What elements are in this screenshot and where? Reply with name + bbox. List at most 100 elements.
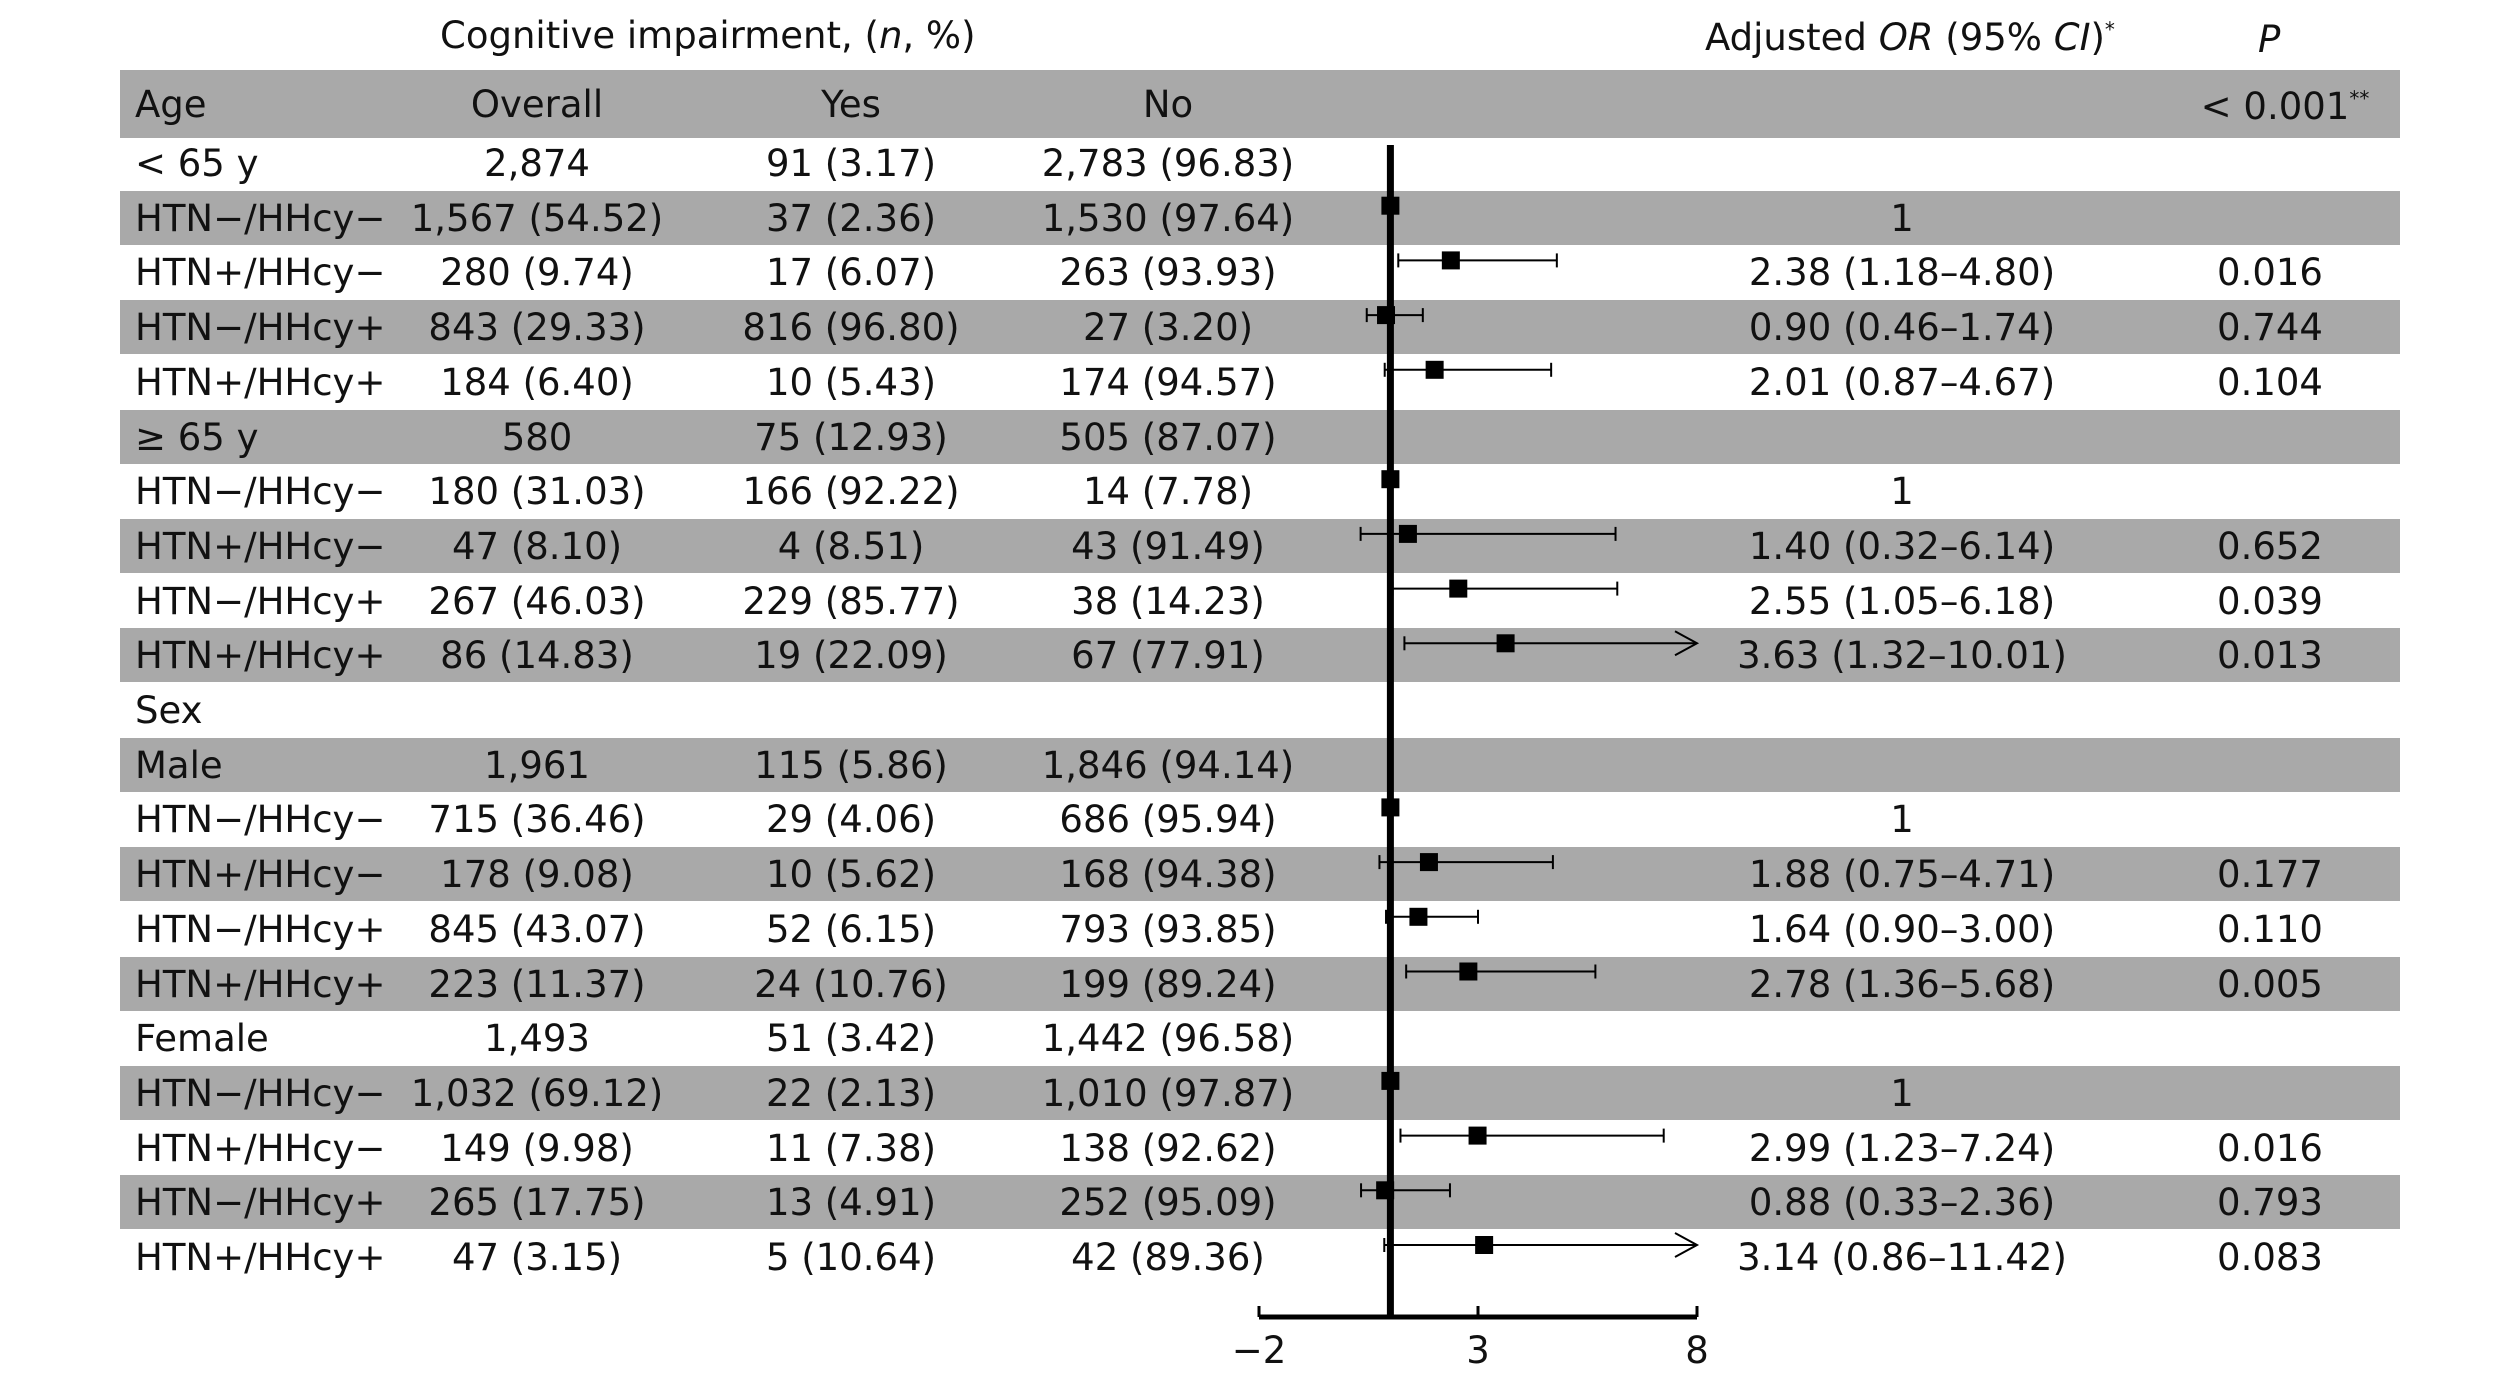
- cell-overall: 47 (3.15): [451, 1236, 623, 1279]
- cell-no: 252 (95.09): [1059, 1181, 1277, 1225]
- cell-p: 0.652: [2217, 524, 2323, 568]
- cell-label: HTN−/HHcy−: [135, 470, 386, 514]
- cell-overall: 47 (8.10): [451, 524, 623, 568]
- p-overall-sup: **: [2349, 86, 2370, 111]
- cell-label: HTN−/HHcy+: [135, 1181, 386, 1225]
- cell-overall: 843 (29.33): [428, 306, 646, 350]
- cell-overall: 1,567 (54.52): [410, 196, 664, 240]
- cell-label: HTN+/HHcy−: [135, 251, 386, 295]
- or-marker: [1475, 1236, 1494, 1254]
- x-tick-label: 8: [1685, 1329, 1709, 1372]
- cell-overall: 2,874: [484, 142, 590, 185]
- cell-p: 0.005: [2217, 962, 2323, 1006]
- cell-overall: 280 (9.74): [440, 251, 634, 295]
- or-marker: [1381, 798, 1400, 817]
- cell-label: HTN−/HHcy+: [135, 579, 386, 623]
- cell-yes: 115 (5.86): [754, 743, 948, 787]
- cell-overall: 1,032 (69.12): [410, 1071, 664, 1115]
- cell-overall: 149 (9.98): [440, 1126, 634, 1170]
- cell-label: HTN+/HHcy+: [135, 962, 386, 1006]
- or-marker: [1496, 634, 1515, 653]
- cell-yes: 37 (2.36): [765, 196, 937, 240]
- cell-overall: 267 (46.03): [428, 579, 646, 623]
- or-marker: [1468, 1126, 1487, 1145]
- or-marker: [1381, 1071, 1400, 1090]
- cell-or-text: 3.14 (0.86–11.42): [1737, 1236, 2067, 1279]
- cell-overall: 180 (31.03): [428, 470, 646, 514]
- col-overall: Overall: [470, 83, 604, 126]
- cell-no: 27 (3.20): [1082, 306, 1254, 350]
- cell-yes: 10 (5.43): [765, 360, 937, 404]
- cell-p: 0.016: [2217, 251, 2323, 295]
- cell-yes: 75 (12.93): [754, 415, 948, 459]
- cell-label: HTN+/HHcy+: [135, 634, 386, 678]
- cell-or-text: 1: [1890, 798, 1914, 842]
- cell-yes: 166 (92.22): [742, 470, 960, 514]
- p-label: P: [2258, 18, 2281, 61]
- adjusted-or-header: Adjusted OR (95% CI)*: [1705, 16, 2115, 59]
- or-marker: [1377, 306, 1396, 325]
- cell-label: Female: [135, 1017, 269, 1061]
- cell-no: 793 (93.85): [1059, 907, 1277, 951]
- cell-overall: 86 (14.83): [440, 634, 634, 678]
- col-yes: Yes: [821, 83, 881, 126]
- cell-overall: 845 (43.07): [428, 907, 646, 951]
- cell-yes: 229 (85.77): [742, 579, 960, 623]
- ci-arrow: [1674, 630, 1700, 657]
- cell-p: 0.744: [2217, 306, 2323, 350]
- cell-p: 0.104: [2217, 360, 2323, 404]
- cell-label: < 65 y: [135, 142, 259, 185]
- col-no: No: [1142, 83, 1194, 126]
- cell-or-text: 2.01 (0.87–4.67): [1748, 360, 2056, 404]
- cell-no: 43 (91.49): [1071, 524, 1265, 568]
- cell-no: 67 (77.91): [1071, 634, 1265, 678]
- cell-yes: 51 (3.42): [765, 1017, 937, 1061]
- cell-p: 0.013: [2217, 634, 2323, 678]
- cell-no: 1,010 (97.87): [1041, 1071, 1295, 1115]
- row-band: [120, 956, 2400, 1011]
- cell-label: HTN−/HHcy+: [135, 907, 386, 951]
- cell-p: 0.039: [2217, 579, 2323, 623]
- column-header-band: [120, 70, 2400, 138]
- row-band: [120, 190, 2400, 245]
- cell-p: 0.177: [2217, 853, 2323, 897]
- p-overall-text: < 0.001: [2200, 85, 2350, 128]
- row-band: [120, 1175, 2400, 1230]
- cell-no: 686 (95.94): [1059, 798, 1277, 842]
- cell-overall: 1,961: [484, 743, 590, 787]
- cell-overall: 184 (6.40): [440, 360, 634, 404]
- or-post: ): [2090, 16, 2105, 59]
- cell-overall: 715 (36.46): [428, 798, 646, 842]
- cell-label: HTN−/HHcy−: [135, 798, 386, 842]
- cell-or-text: 0.90 (0.46–1.74): [1748, 306, 2056, 350]
- or-marker: [1398, 524, 1417, 543]
- or-marker: [1449, 579, 1468, 598]
- cell-or-text: 1.40 (0.32–6.14): [1748, 524, 2056, 568]
- cell-yes: 52 (6.15): [765, 907, 937, 951]
- or-sup: *: [2104, 17, 2115, 42]
- cell-label: HTN−/HHcy−: [135, 196, 386, 240]
- cell-no: 14 (7.78): [1082, 470, 1254, 514]
- cell-or-text: 1.88 (0.75–4.71): [1748, 853, 2056, 897]
- row-band: [120, 737, 2400, 792]
- cell-yes: 4 (8.51): [777, 524, 925, 568]
- cell-label: Sex: [135, 689, 203, 732]
- cell-no: 174 (94.57): [1059, 360, 1277, 404]
- cell-yes: 22 (2.13): [765, 1071, 937, 1115]
- row-band: [120, 847, 2400, 902]
- cell-label: HTN+/HHcy−: [135, 524, 386, 568]
- cell-overall: 265 (17.75): [428, 1181, 646, 1225]
- cell-label: HTN+/HHcy+: [135, 1236, 386, 1279]
- or-marker: [1419, 853, 1438, 872]
- cell-yes: 13 (4.91): [765, 1181, 937, 1225]
- or-ci: CI: [2053, 16, 2091, 59]
- or-or: OR: [1878, 16, 1934, 59]
- cell-or-text: 2.55 (1.05–6.18): [1748, 579, 2056, 623]
- or-mid: (95%: [1933, 16, 2054, 59]
- row-band: [120, 1065, 2400, 1120]
- cell-or-text: 1: [1890, 196, 1914, 240]
- cell-or-text: 2.38 (1.18–4.80): [1748, 251, 2056, 295]
- cell-no: 263 (93.93): [1059, 251, 1277, 295]
- cell-no: 1,846 (94.14): [1041, 743, 1295, 787]
- cell-p: 0.793: [2217, 1181, 2323, 1225]
